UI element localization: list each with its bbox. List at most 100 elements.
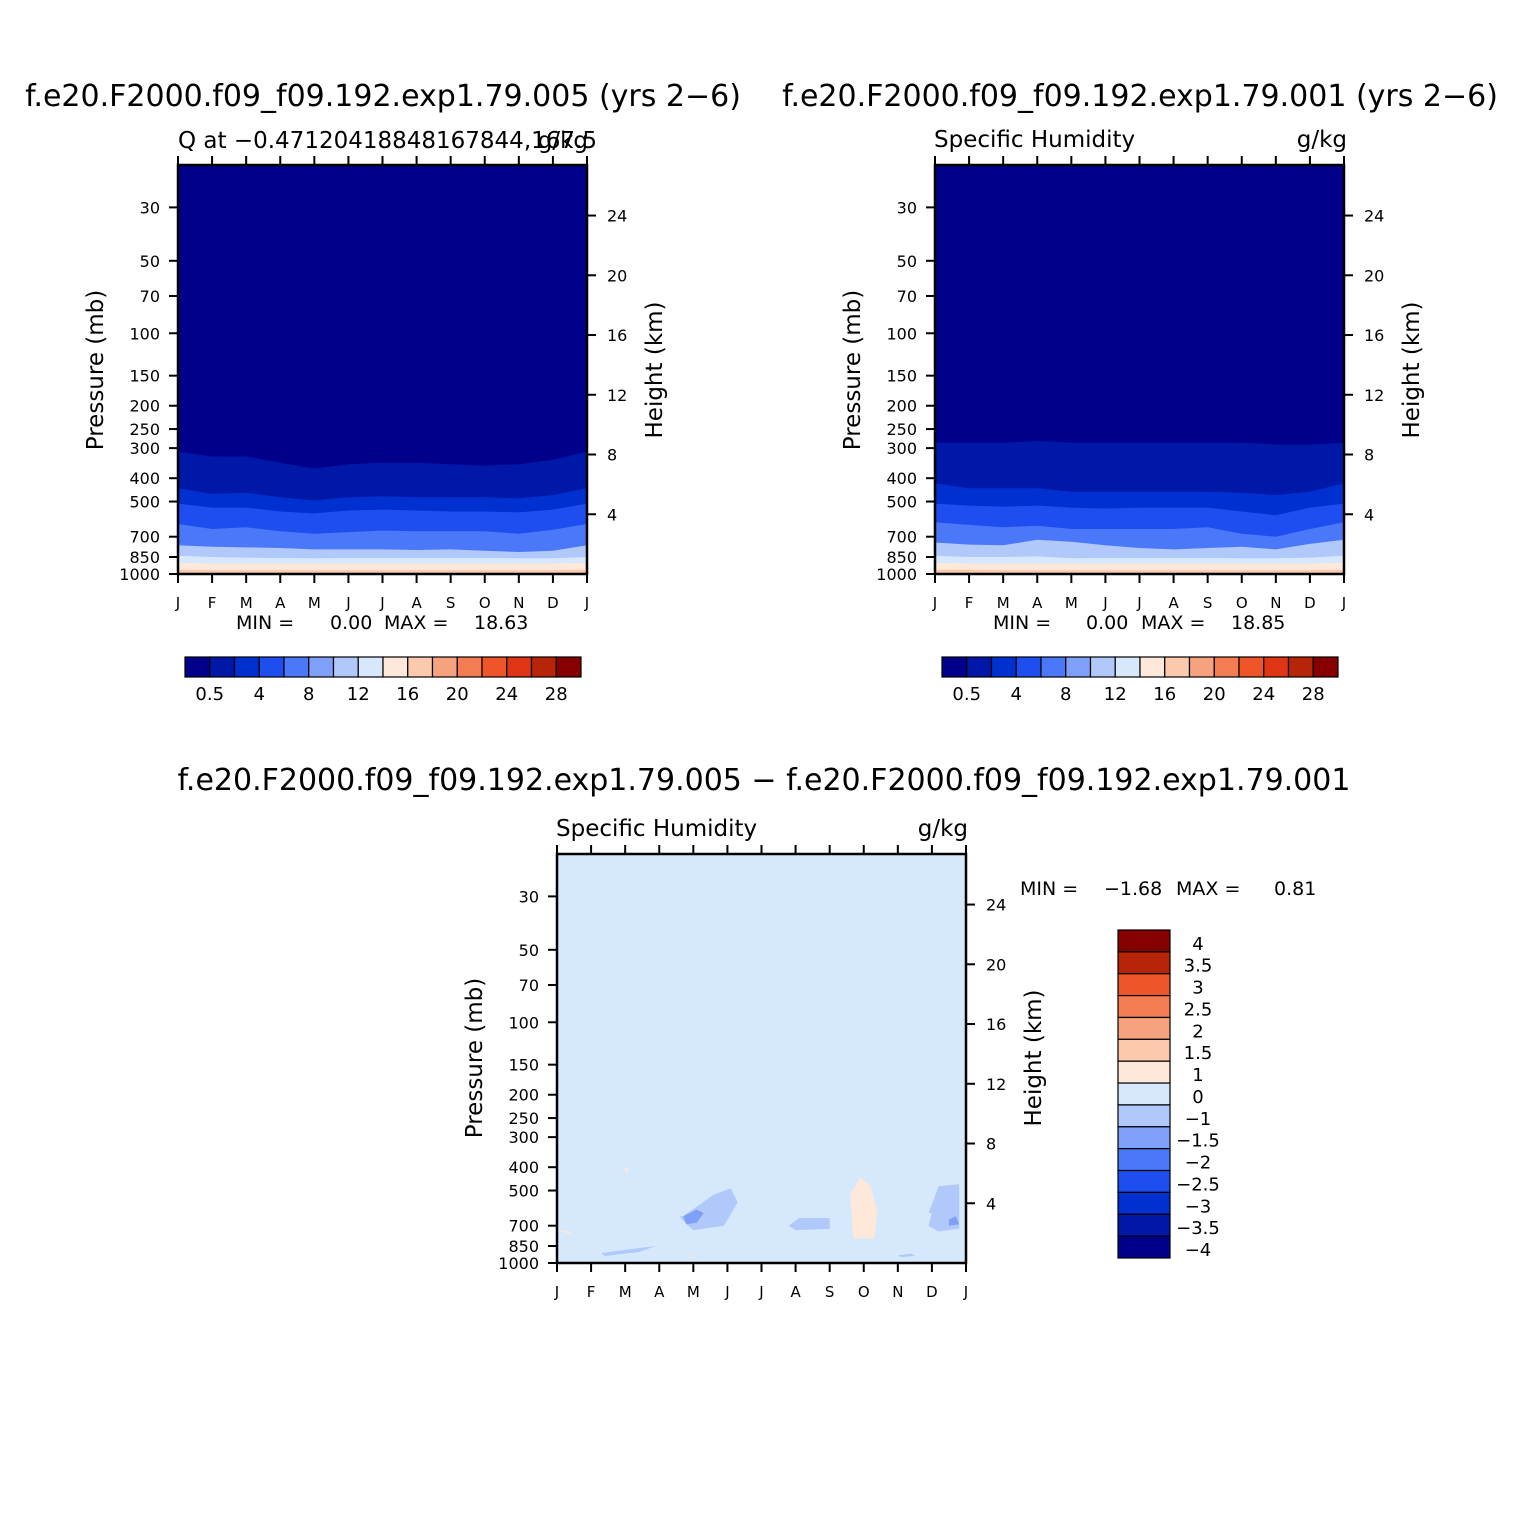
y2-tick-label: 20	[607, 266, 627, 285]
y-tick-label: 850	[129, 548, 160, 567]
colorbar-box	[1238, 656, 1265, 678]
colorbar-box	[1117, 929, 1171, 953]
colorbar: 0.5 4 8 12 16 20 24 28	[184, 656, 582, 705]
contour-feature	[683, 1209, 704, 1225]
colorbar-label: 1.5	[1184, 1043, 1213, 1064]
colorbar-label: 8	[303, 684, 314, 705]
x-tick-label: M	[687, 1283, 700, 1301]
x-tick-label: M	[240, 594, 253, 612]
min-value: 0.00	[330, 612, 372, 634]
y2-tick-label: 8	[607, 446, 617, 465]
y-tick-label: 400	[886, 469, 917, 488]
colorbar-box	[1117, 951, 1171, 975]
x-tick-label: J	[584, 594, 589, 612]
y-tick-label: 150	[129, 367, 160, 386]
colorbar-label: 24	[1252, 684, 1275, 705]
colorbar-box	[1188, 656, 1215, 678]
field-label: Q at −0.47120418848167844,167.5	[178, 128, 597, 154]
x-tick-label: S	[825, 1283, 835, 1301]
colorbar-box	[1089, 656, 1116, 678]
colorbar-box	[184, 656, 211, 678]
colorbar-label: 2	[1192, 1021, 1203, 1042]
y-tick-label: 1000	[119, 565, 160, 584]
y-tick-label: 250	[129, 420, 160, 439]
colorbar-label: −2	[1185, 1153, 1212, 1174]
y-tick-label: 50	[519, 941, 539, 960]
x-tick-label: J	[1102, 594, 1107, 612]
colorbar-label: −4	[1185, 1240, 1212, 1261]
min-label: MIN =	[236, 612, 294, 634]
stats: MIN = 0.00 MAX = 18.63	[236, 612, 528, 634]
x-tick-label: A	[1168, 594, 1179, 612]
y-tick-label: 50	[897, 252, 917, 271]
colorbar-box	[1114, 656, 1141, 678]
y-tick-label: 400	[129, 469, 160, 488]
colorbar-box	[1065, 656, 1092, 678]
colorbar-label: 20	[446, 684, 469, 705]
colorbar-box	[1117, 1148, 1171, 1172]
y-tick-label: 700	[886, 528, 917, 547]
x-tick-label: F	[965, 594, 974, 612]
colorbar-box	[1139, 656, 1166, 678]
y-tick-label: 30	[897, 198, 917, 217]
field-label: Specific Humidity	[934, 127, 1135, 153]
colorbar-box	[209, 656, 236, 678]
x-tick-label: O	[1236, 594, 1248, 612]
y-tick-label: 100	[129, 324, 160, 343]
colorbar-label: 2.5	[1184, 999, 1213, 1020]
y-tick-label: 50	[140, 252, 160, 271]
colorbar-label: 16	[396, 684, 419, 705]
colorbar-box	[1117, 1126, 1171, 1150]
colorbar-label: 1	[1192, 1065, 1203, 1086]
contour-feature	[623, 1165, 629, 1173]
y-tick-label: 700	[129, 528, 160, 547]
x-tick-label: D	[926, 1283, 938, 1301]
units-label: g/kg	[538, 128, 588, 154]
contour-feature	[897, 1253, 915, 1258]
colorbar-box	[1117, 1060, 1171, 1084]
y-tick-label: 30	[140, 198, 160, 217]
x-tick-label: A	[1032, 594, 1043, 612]
y-tick-label: 70	[140, 287, 160, 306]
x-tick-label: A	[654, 1283, 665, 1301]
max-value: 18.85	[1231, 612, 1285, 634]
colorbar-label: 20	[1203, 684, 1226, 705]
y-tick-label: 200	[886, 397, 917, 416]
x-tick-label: J	[345, 594, 350, 612]
y2-tick-label: 4	[607, 505, 617, 524]
colorbar-box	[233, 656, 260, 678]
colorbar-box	[1117, 1016, 1171, 1040]
colorbar-label: 4	[1011, 684, 1022, 705]
colorbar-label: 8	[1060, 684, 1071, 705]
contour-feature	[557, 1230, 571, 1235]
y2-tick-label: 12	[1364, 386, 1384, 405]
case-title: f.e20.F2000.f09_f09.192.exp1.79.001 (yrs…	[782, 79, 1498, 114]
colorbar-box	[555, 656, 582, 678]
y2-axis-title: Height (km)	[1021, 989, 1047, 1126]
colorbar-box	[1263, 656, 1290, 678]
x-tick-label: N	[1270, 594, 1281, 612]
x-tick-label: M	[1065, 594, 1078, 612]
colorbar-label: 4	[1192, 934, 1203, 955]
y-tick-label: 70	[519, 976, 539, 995]
y-tick-label: 500	[508, 1182, 539, 1201]
x-tick-label: J	[379, 594, 384, 612]
x-tick-label: F	[208, 594, 217, 612]
y-tick-label: 150	[508, 1056, 539, 1075]
panel-exp005: f.e20.F2000.f09_f09.192.exp1.79.005 (yrs…	[25, 79, 741, 705]
panel-exp001: f.e20.F2000.f09_f09.192.exp1.79.001 (yrs…	[782, 79, 1498, 705]
colorbar-box	[1117, 1191, 1171, 1215]
y2-tick-label: 4	[986, 1194, 996, 1213]
colorbar-box	[1117, 1082, 1171, 1106]
contour-feature	[949, 1216, 960, 1226]
max-label: MAX =	[1176, 878, 1240, 900]
colorbar-box	[431, 656, 458, 678]
stats: MIN = −1.68 MAX = 0.81	[1020, 878, 1316, 900]
y-tick-label: 100	[886, 324, 917, 343]
colorbar-label: 28	[545, 684, 568, 705]
y-axis-title: Pressure (mb)	[83, 290, 109, 450]
colorbar-label: 28	[1302, 684, 1325, 705]
